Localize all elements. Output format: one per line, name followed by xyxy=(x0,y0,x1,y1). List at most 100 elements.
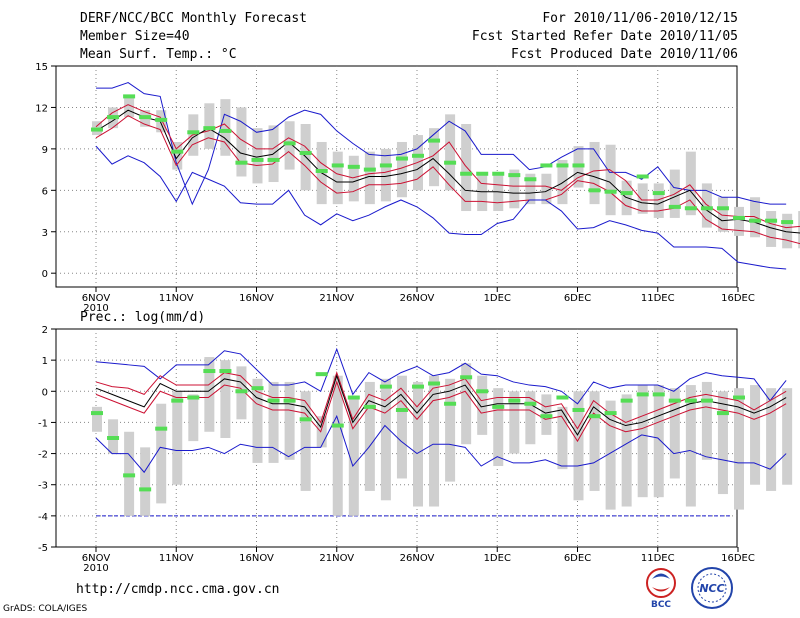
y-tick-label: 15 xyxy=(35,62,48,73)
median-marker xyxy=(235,389,248,394)
spread-box xyxy=(557,406,568,470)
median-marker xyxy=(620,398,633,403)
spread-box xyxy=(445,114,456,191)
median-marker xyxy=(123,473,136,478)
median-marker xyxy=(428,138,441,143)
bcc-logo-text: BCC xyxy=(651,600,671,610)
x-tick-label: 11NOV xyxy=(159,293,194,304)
spread-box xyxy=(717,391,728,495)
median-marker xyxy=(444,160,457,165)
median-marker xyxy=(331,423,344,428)
spread-box xyxy=(573,391,584,501)
x-tick-label: 21NOV xyxy=(319,293,354,304)
median-marker xyxy=(251,386,264,391)
median-marker xyxy=(235,160,248,165)
spread-box xyxy=(429,375,440,507)
series-mean-line xyxy=(95,109,800,234)
x-tick-label: 6NOV xyxy=(82,293,111,304)
median-marker xyxy=(716,411,729,416)
spread-box xyxy=(589,141,600,205)
median-marker xyxy=(492,404,505,409)
spread-box xyxy=(429,128,440,187)
x-tick-label: 1DEC xyxy=(484,293,511,304)
spread-box xyxy=(493,388,504,467)
spread-box xyxy=(348,155,359,202)
median-marker xyxy=(363,404,376,409)
x-tick-label: 11DEC xyxy=(641,293,675,304)
produced-date: Fcst Produced Date 2010/11/06 xyxy=(511,47,738,62)
spread-box xyxy=(445,378,456,482)
x-tick-label: 16NOV xyxy=(239,293,274,304)
spread-box xyxy=(653,183,664,218)
y-tick-label: 6 xyxy=(42,186,48,197)
spread-box xyxy=(766,211,777,247)
median-marker xyxy=(107,115,120,120)
median-marker xyxy=(139,487,152,492)
median-marker xyxy=(492,171,505,176)
spread-box xyxy=(284,121,295,170)
spread-box xyxy=(541,173,552,205)
median-marker xyxy=(155,426,168,431)
x-tick-label: 21NOV xyxy=(319,553,354,564)
median-marker xyxy=(299,151,312,156)
spread-box xyxy=(396,375,407,479)
series-p10-line xyxy=(95,380,787,443)
spread-box xyxy=(637,385,648,498)
x-tick-label: 16DEC xyxy=(721,293,755,304)
median-marker xyxy=(476,171,489,176)
median-marker xyxy=(668,398,681,403)
spread-box xyxy=(605,144,616,216)
median-marker xyxy=(219,128,232,133)
variable-label: Mean Surf. Temp.: °C xyxy=(80,47,237,62)
median-marker xyxy=(604,411,617,416)
median-marker xyxy=(620,191,633,196)
y-tick-label: 0 xyxy=(42,269,48,280)
median-marker xyxy=(444,401,457,406)
spread-box xyxy=(252,378,263,463)
median-marker xyxy=(203,369,216,374)
spread-box xyxy=(461,124,472,212)
spread-box xyxy=(220,360,231,438)
x-year-label: 2010 xyxy=(83,563,108,574)
spread-box xyxy=(188,394,199,442)
y-tick-label: -4 xyxy=(38,512,48,523)
bcc-swirl-icon xyxy=(652,573,670,579)
median-marker xyxy=(684,398,697,403)
median-marker xyxy=(91,411,103,416)
grads-credit: GrADS: COLA/IGES xyxy=(3,604,88,614)
spread-box xyxy=(380,148,391,202)
median-marker xyxy=(187,130,200,135)
y-tick-label: -2 xyxy=(38,450,48,461)
spread-box xyxy=(525,391,536,445)
median-marker xyxy=(476,389,489,394)
median-marker xyxy=(123,94,136,99)
spread-box xyxy=(124,96,135,118)
forecast-period: For 2010/11/06-2010/12/15 xyxy=(542,11,738,26)
spread-box xyxy=(750,385,761,485)
median-marker xyxy=(315,372,328,377)
spread-box xyxy=(316,416,327,448)
median-marker xyxy=(572,163,585,168)
median-marker xyxy=(540,163,553,168)
median-marker xyxy=(572,407,585,412)
spread-box xyxy=(717,197,728,232)
x-tick-label: 6DEC xyxy=(564,553,591,564)
spread-box xyxy=(92,406,102,432)
median-marker xyxy=(524,401,537,406)
spread-box xyxy=(509,391,520,454)
plot-frame xyxy=(55,65,738,288)
source-url[interactable]: http://cmdp.ncc.cma.gov.cn xyxy=(76,582,280,597)
spread-box xyxy=(477,173,488,212)
spread-box xyxy=(685,151,696,216)
median-marker xyxy=(219,369,232,374)
series-mean-line xyxy=(95,374,787,436)
spread-box xyxy=(701,381,712,460)
series-min-line xyxy=(95,145,787,270)
median-marker xyxy=(636,392,649,397)
panel-title: Prec.: log(mm/d) xyxy=(80,310,205,325)
y-tick-label: 9 xyxy=(42,145,48,156)
y-tick-label: -5 xyxy=(38,543,48,554)
spread-box xyxy=(140,447,151,516)
spread-box xyxy=(557,159,568,205)
